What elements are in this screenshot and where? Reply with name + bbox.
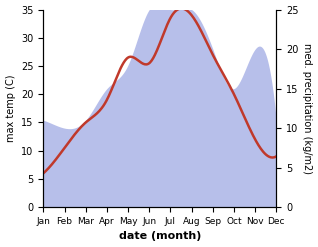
Y-axis label: med. precipitation (kg/m2): med. precipitation (kg/m2) xyxy=(302,43,313,174)
Y-axis label: max temp (C): max temp (C) xyxy=(5,75,16,142)
X-axis label: date (month): date (month) xyxy=(119,231,201,242)
